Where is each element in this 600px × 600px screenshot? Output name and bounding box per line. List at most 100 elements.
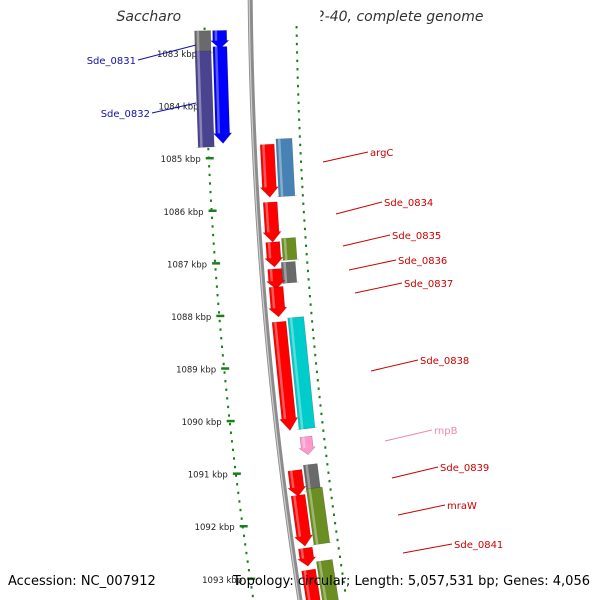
- kbp-tick-label: 1091 kbp: [188, 471, 228, 481]
- left-guide-dot: [213, 259, 216, 263]
- feature-argc-shine: [262, 144, 267, 188]
- feature-sde-0841-shine: [300, 548, 305, 559]
- feature-sde-0831: [209, 30, 230, 50]
- left-guide-dot: [209, 182, 212, 185]
- feature-sde-0834-shine: [265, 202, 270, 233]
- right-guide-dot: [330, 496, 333, 500]
- left-guide-dot: [213, 251, 216, 254]
- feature-sde-0837: [268, 286, 288, 318]
- left-guide-dot: [231, 448, 234, 452]
- feature-sde-0836-shine: [283, 262, 288, 284]
- feature-sde-0838: [271, 320, 299, 432]
- right-guide-dot: [336, 538, 339, 542]
- label-leader: [397, 504, 446, 516]
- left-guide-dot: [219, 328, 222, 331]
- left-guide-dot: [251, 594, 254, 598]
- right-guide-dot: [296, 84, 299, 88]
- left-guide-dot: [229, 431, 232, 434]
- left-guide-dot: [221, 354, 224, 357]
- right-guide-dot: [340, 564, 343, 567]
- right-guide-dot: [296, 59, 299, 63]
- left-guide-dot: [210, 208, 213, 211]
- feature-sde-0831-shine: [214, 30, 218, 41]
- feature-mraw-shine: [293, 495, 302, 537]
- left-guide-dot: [227, 405, 230, 409]
- left-guide-dot: [207, 147, 210, 151]
- right-guide-dot: [298, 126, 301, 130]
- feature-sde-0838-cyan-shine: [289, 317, 304, 430]
- kbp-tick-label: 1086 kbp: [164, 208, 204, 218]
- feature-sde-0836-red: [265, 268, 286, 290]
- label-leader: [137, 44, 197, 61]
- right-guide-dot: [314, 353, 317, 357]
- left-guide-dot: [243, 534, 246, 538]
- left-guide-dot: [235, 474, 238, 477]
- left-guide-dot: [228, 422, 231, 426]
- right-guide-dot: [338, 555, 341, 558]
- left-guide-dot: [239, 508, 242, 512]
- feature-mraw-olive: [306, 486, 332, 546]
- right-guide-dot: [342, 580, 345, 584]
- right-guide-dot: [295, 34, 298, 37]
- right-guide-dot: [297, 101, 300, 105]
- feature-mraw: [290, 494, 314, 547]
- feature-sde-0832-navy-shine: [197, 51, 203, 148]
- kbp-tick-label: 1092 kbp: [195, 523, 235, 533]
- left-guide-dot: [216, 294, 219, 297]
- right-guide-dot: [328, 479, 331, 483]
- feature-sde-0842-olive: [316, 559, 339, 600]
- right-guide-dot: [298, 135, 301, 138]
- right-guide-dot: [315, 362, 318, 365]
- feature-sde-0836-red-shine: [269, 269, 274, 282]
- right-guide-dot: [304, 236, 307, 239]
- right-guide-dot: [325, 454, 328, 458]
- right-guide-dot: [301, 185, 304, 189]
- left-guide-dot: [250, 586, 253, 589]
- feature-sde-0832: [212, 46, 233, 144]
- right-guide-dot: [322, 429, 325, 432]
- right-guide-dot: [324, 446, 327, 449]
- gene-label-sde-0832: Sde_0832: [101, 109, 150, 120]
- kbp-tick-label: 1084 kbp: [158, 103, 198, 113]
- backbone-highlight: [248, 0, 300, 600]
- left-guide-dot: [222, 362, 225, 366]
- feature-sde-0842-shine: [303, 570, 311, 600]
- right-guide-dot: [299, 143, 302, 147]
- left-guide-dot: [247, 569, 250, 572]
- right-guide-dot: [305, 244, 308, 247]
- label-leader: [354, 282, 403, 294]
- right-guide-dot: [307, 278, 310, 281]
- kbp-tick-label: 1090 kbp: [182, 418, 222, 428]
- feature-argc-steel: [275, 138, 297, 198]
- feature-rnpb: [298, 435, 316, 456]
- kbp-tick-label: 1093 kbp: [202, 576, 242, 586]
- feature-sde-0835-red: [264, 241, 284, 268]
- right-guide-dot: [296, 68, 299, 71]
- left-guide-dot: [215, 276, 218, 280]
- right-guide-dot: [300, 160, 303, 163]
- right-guide-dot: [335, 530, 338, 533]
- right-guide-dot: [337, 547, 340, 550]
- label-leader: [370, 359, 419, 372]
- kbp-tick-label: 1088 kbp: [171, 313, 211, 323]
- right-guide-dot: [303, 219, 306, 222]
- right-guide-dot: [316, 379, 319, 382]
- right-guide-dot: [315, 370, 318, 374]
- gene-label-mraw: mraW: [447, 501, 477, 512]
- feature-sde-0839-shine: [289, 470, 295, 488]
- kbp-tick-label: 1085 kbp: [161, 155, 201, 165]
- right-guide-dot: [311, 328, 314, 332]
- feature-sde-0835: [281, 237, 300, 261]
- right-guide-dot: [319, 404, 322, 407]
- left-guide-dot: [217, 302, 220, 306]
- right-guide-dot: [295, 42, 298, 46]
- feature-sde-0839-grey-shine: [305, 464, 312, 491]
- kbp-tick-label: 1089 kbp: [176, 366, 216, 376]
- left-guide-dot: [212, 242, 215, 245]
- right-guide-dot: [298, 118, 301, 121]
- left-guide-dot: [226, 397, 229, 400]
- gene-label-sde-0838: Sde_0838: [420, 356, 469, 367]
- right-guide-dot: [295, 26, 298, 29]
- gene-label-sde-0834: Sde_0834: [384, 198, 433, 209]
